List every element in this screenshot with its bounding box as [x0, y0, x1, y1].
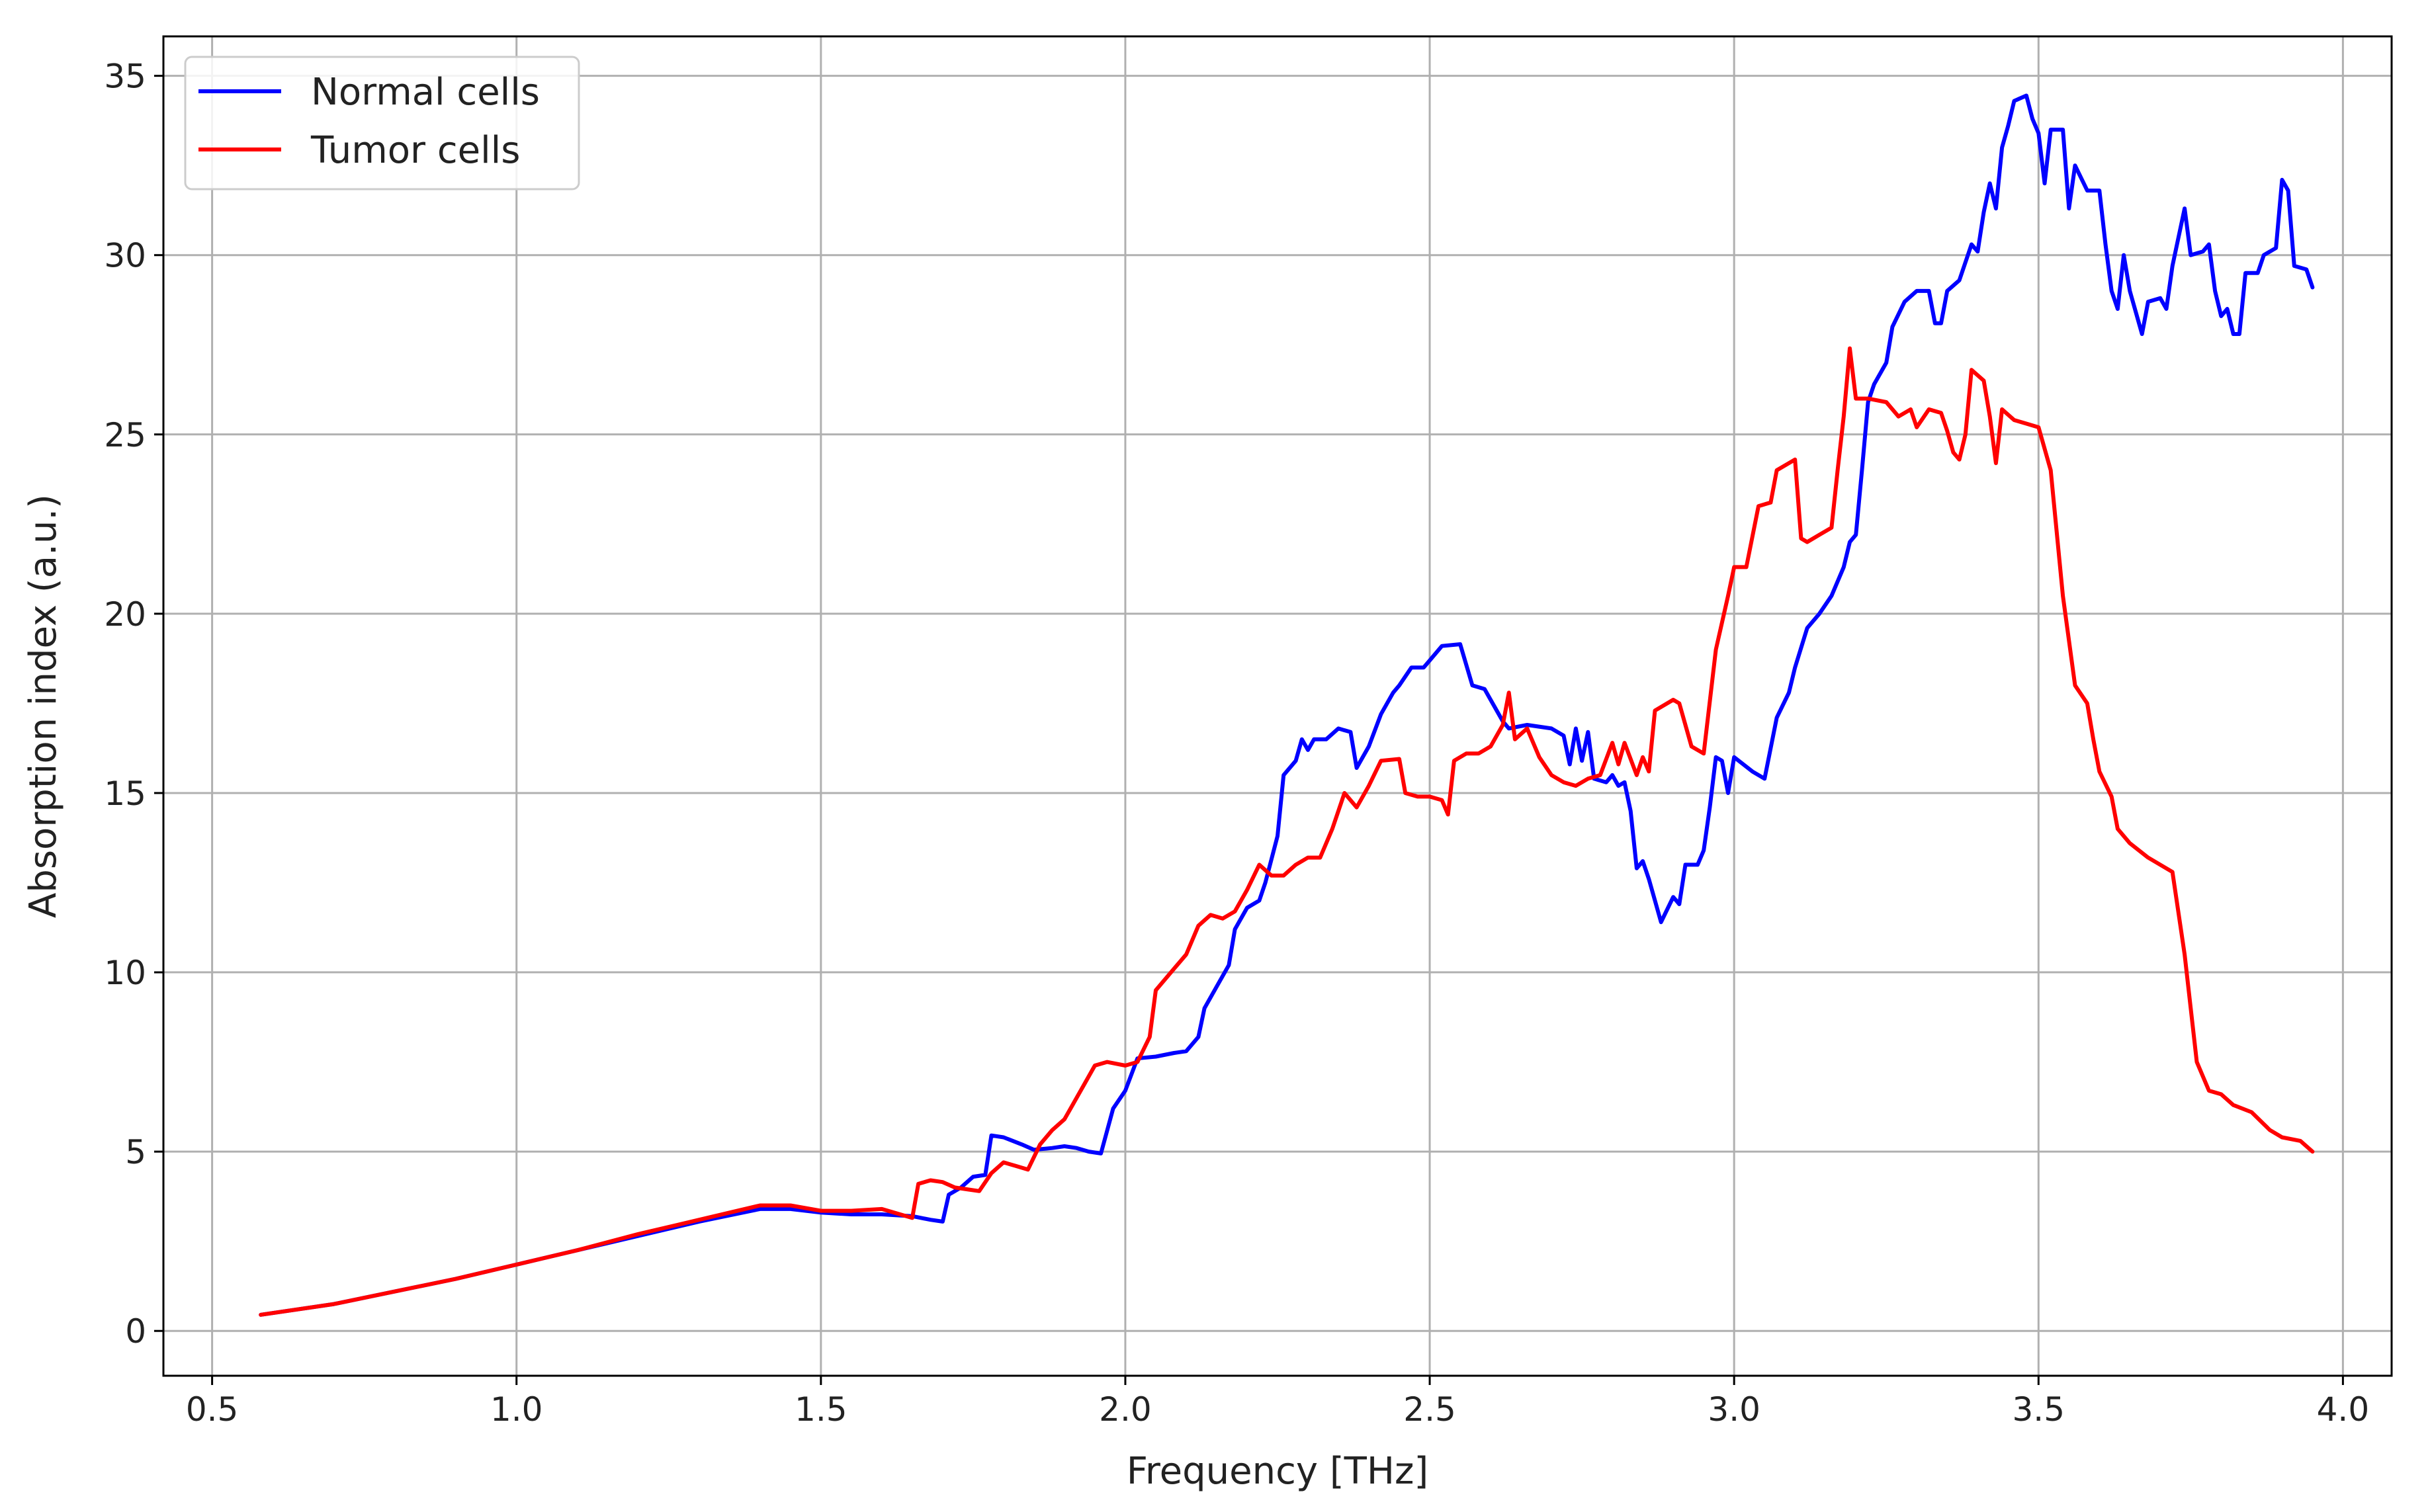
- y-tick-label: 30: [104, 237, 146, 275]
- x-tick-label: 3.5: [2013, 1390, 2065, 1429]
- plot-frame: [162, 35, 2393, 1377]
- x-tick-label: 1.0: [490, 1390, 543, 1429]
- x-tick-label: 3.0: [1708, 1390, 1760, 1429]
- x-tick-label: 4.0: [2317, 1390, 2370, 1429]
- grid: [163, 36, 2392, 1376]
- legend-label-tumor-cells: Tumor cells: [310, 129, 520, 172]
- y-tick-label: 0: [125, 1312, 146, 1351]
- x-tick-label: 1.5: [795, 1390, 847, 1429]
- y-tick-label: 35: [104, 58, 146, 96]
- y-tick-label: 25: [104, 416, 146, 454]
- legend: Normal cells Tumor cells: [184, 56, 580, 190]
- y-tick-label: 10: [104, 954, 146, 992]
- legend-label-normal-cells: Normal cells: [311, 71, 540, 114]
- y-axis-title: Absorption index (a.u.): [22, 494, 65, 918]
- y-tick-label: 15: [104, 775, 146, 813]
- y-tick-label: 5: [125, 1133, 146, 1171]
- legend-box: [184, 56, 580, 190]
- y-tick-label: 20: [104, 595, 146, 634]
- x-tick-label: 2.0: [1099, 1390, 1152, 1429]
- series-line-normal-cells: [259, 93, 2315, 1317]
- x-tick-label: 0.5: [186, 1390, 239, 1429]
- x-axis-title: Frequency [THz]: [1127, 1450, 1429, 1493]
- series-line-tumor-cells: [259, 346, 2315, 1317]
- series-lines: [259, 93, 2315, 1317]
- axis-ticks: 0.5 1.0 1.5 2.0 2.5 3.0 3.5 4.0 0 5 10 15 20 25 30 35: [104, 58, 2369, 1429]
- x-tick-label: 2.5: [1403, 1390, 1456, 1429]
